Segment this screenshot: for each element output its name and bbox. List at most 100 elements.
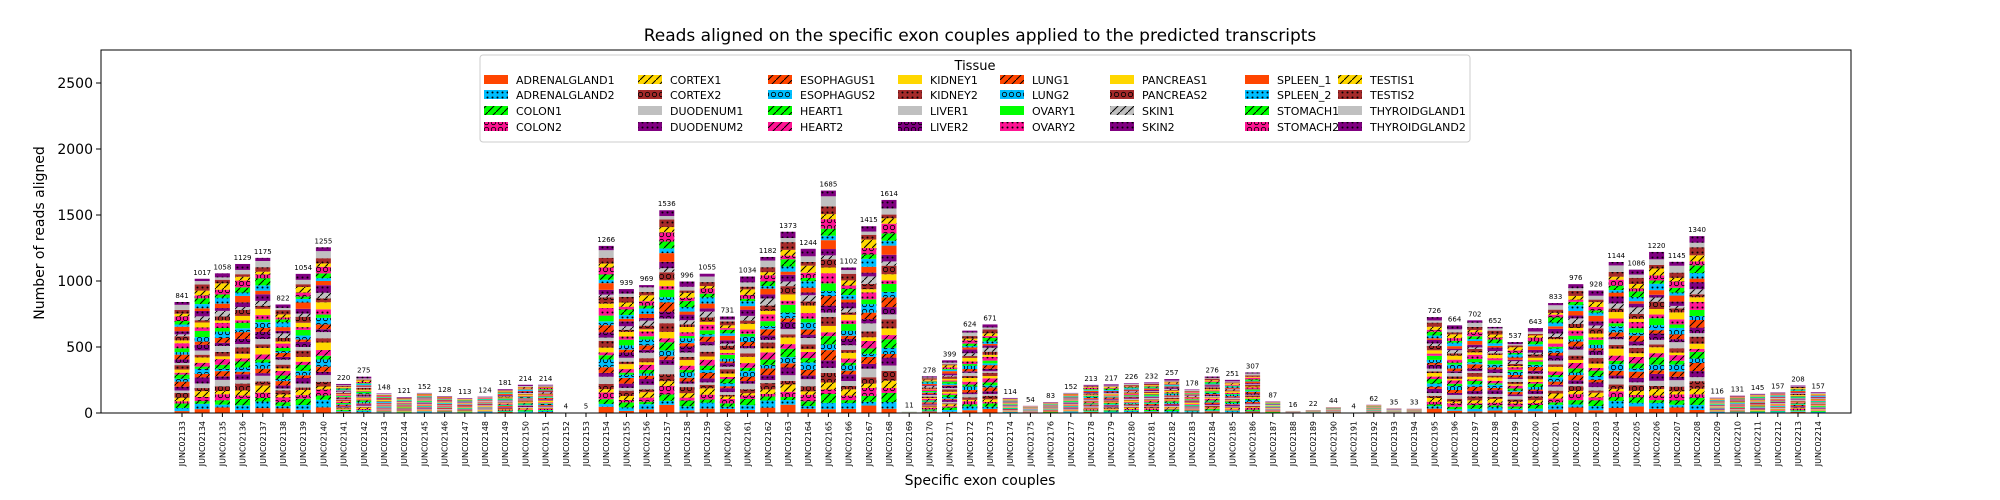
bar-segment-hatch [1447,359,1463,363]
bar-segment [538,405,554,407]
bar-segment [1204,408,1220,410]
bar-segment-hatch [679,290,695,293]
bar-total-label: 226 [1125,373,1139,381]
bar-segment [942,411,958,413]
bar-segment-hatch [982,387,998,392]
x-tick-label: JUNC02206 [1653,421,1662,467]
bar-segment-hatch [315,263,331,267]
legend-title: Tissue [954,59,996,74]
bar-segment [275,347,291,351]
bar-segment-hatch [942,406,958,408]
bar-segment [639,336,655,340]
bar-segment [1487,394,1503,398]
bar-segment-hatch [174,372,190,375]
bar-segment-hatch [1548,309,1564,313]
bar-stack [1649,251,1665,413]
bar-segment-hatch [275,375,291,379]
bar-total-label: 307 [1246,362,1259,370]
bar-segment-hatch [760,400,776,408]
bar-segment-hatch [841,358,857,363]
bar-segment [1204,405,1220,406]
bar-segment [1103,408,1119,410]
bar-total-label: 257 [1165,369,1178,377]
bar-segment-hatch [174,313,190,317]
bar-segment [275,341,291,344]
bar-segment [1103,396,1119,398]
bar-segment-hatch [820,259,836,268]
bar-total-label: 152 [418,383,431,391]
x-tick-label: JUNC02187 [1269,421,1278,467]
bar-segment [1810,406,1826,408]
bar-segment [1750,393,1766,395]
bar-segment [1123,404,1139,406]
bar-stack [1608,261,1624,413]
bar-segment-hatch [1669,400,1685,405]
bar-segment [1144,387,1160,389]
bar-segment [800,379,816,387]
bar-stack [315,247,331,413]
bar-segment-hatch [618,352,634,358]
bar-segment [1083,384,1099,386]
bar-segment-hatch [1164,404,1180,406]
bar-segment [1184,401,1200,402]
bar-segment-hatch [1245,409,1261,411]
bar-segment-hatch [1689,397,1705,405]
bar-segment-hatch [1548,336,1564,340]
bar-segment-hatch [336,391,352,393]
bar-segment-hatch [1669,404,1685,408]
bar-segment-hatch [1588,358,1604,364]
bar-segment-hatch [861,340,877,349]
bar-segment-hatch [861,395,877,402]
bar-segment-hatch [982,356,998,361]
bar-segment-hatch [214,386,230,392]
bar-segment [517,390,533,392]
bar-segment [336,384,352,386]
bar-segment-hatch [1467,386,1483,392]
bar-segment [1487,345,1503,348]
bar-segment-hatch [1649,301,1665,310]
bar-segment-hatch [942,360,958,363]
bar-segment-hatch [1467,354,1483,359]
bar-segment-hatch [214,394,230,401]
bar-segment [1164,395,1180,397]
bar-segment-hatch [1608,279,1624,286]
bar-segment-hatch [1689,358,1705,363]
legend-item: THYROIDGLAND1 [1338,105,1466,118]
bar-segment-hatch [800,344,816,350]
bar-segment-hatch [1649,357,1665,365]
bar-segment [1750,394,1766,396]
bar-segment [740,348,756,354]
bar-segment-hatch [538,403,554,406]
bar-segment [376,393,392,395]
legend-item: ESOPHAGUS1 [768,74,875,87]
bar-segment [1790,411,1806,412]
x-tick-label: JUNC02180 [1127,421,1136,467]
bar-segment-hatch [1568,375,1584,381]
bar-segment-hatch [719,396,735,399]
bar-segment [356,403,372,405]
bar-segment [1810,410,1826,411]
bar-segment-hatch [1649,402,1665,409]
bar-segment [942,378,958,381]
bar-segment [517,398,533,400]
bar-segment-hatch [659,241,675,249]
bar-segment [336,411,352,413]
bar-segment-hatch [962,401,978,405]
bar-segment-hatch [679,381,695,384]
bar-segment [1123,383,1139,384]
bar-segment-hatch [699,297,715,304]
bar-segment [1487,360,1503,365]
legend-item: ADRENALGLAND1 [484,74,615,87]
bar-segment [336,392,352,394]
bar-segment-hatch [1608,397,1624,401]
bar-segment [1123,392,1139,394]
bar-segment-hatch [760,393,776,397]
bar-segment-hatch [174,316,190,322]
bar-segment [679,410,695,413]
bar-total-label: 1685 [819,181,837,189]
bar-segment [962,364,978,366]
bar-segment-hatch [1123,403,1139,405]
bar-segment [336,410,352,412]
bar-segment-hatch [1628,283,1644,289]
bar-segment [1649,339,1665,345]
